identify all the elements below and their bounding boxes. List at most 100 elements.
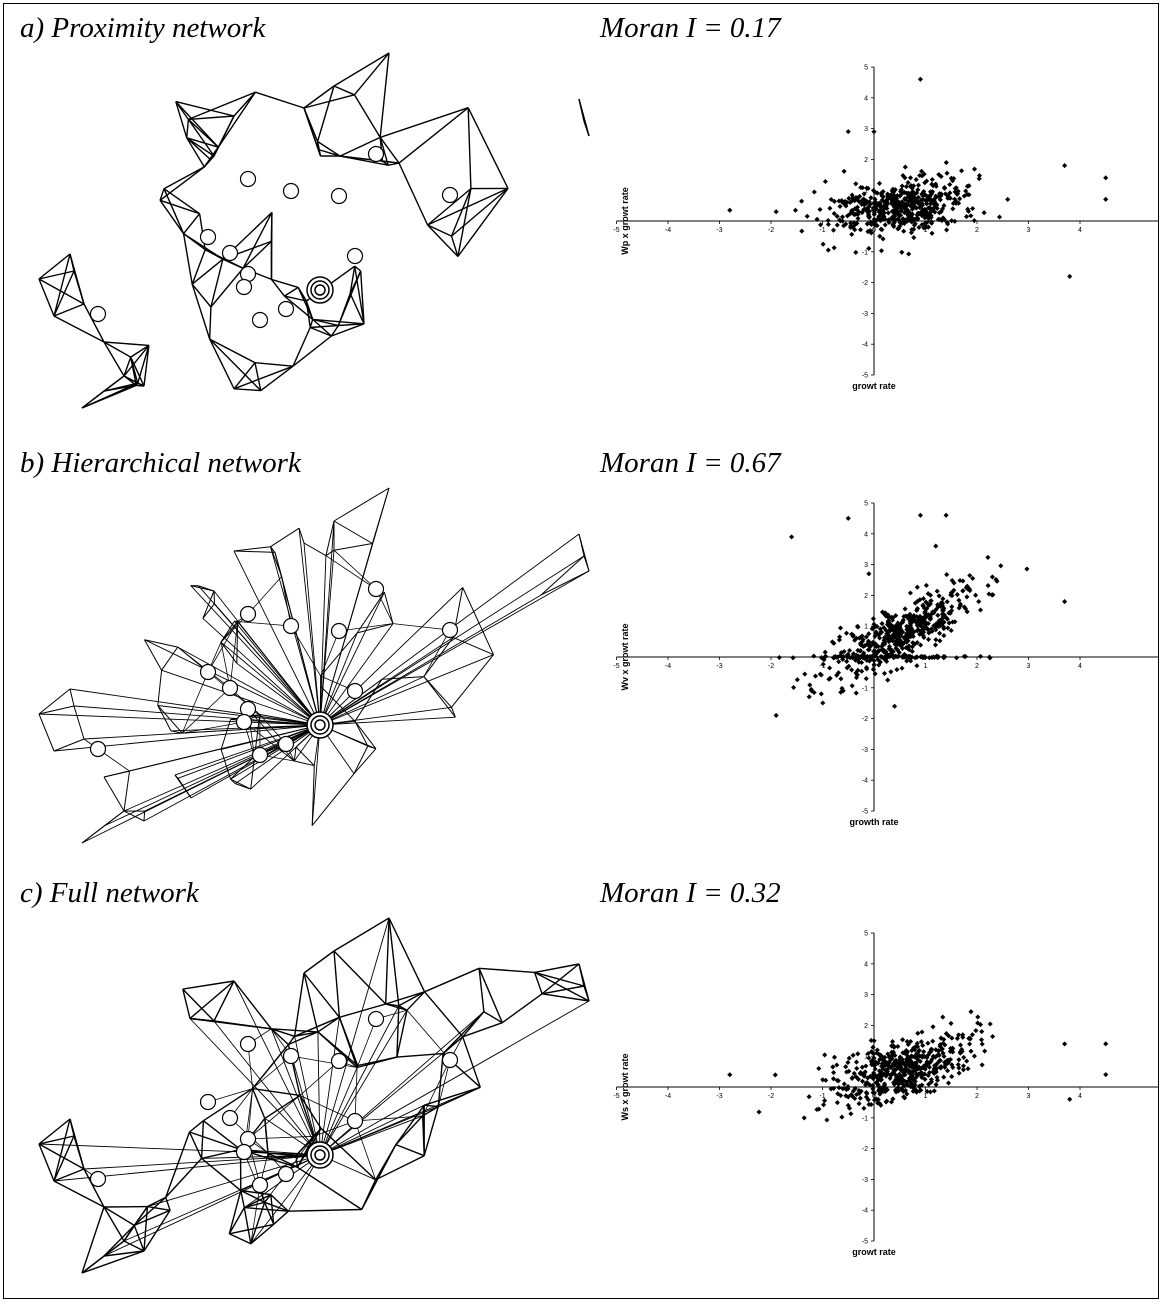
data-point bbox=[864, 653, 870, 659]
data-point bbox=[934, 205, 940, 211]
hub-edge bbox=[303, 542, 321, 726]
data-point bbox=[888, 669, 894, 675]
network-edge bbox=[174, 774, 192, 799]
network-edge bbox=[383, 592, 394, 624]
network-edge bbox=[144, 639, 178, 648]
network-edge bbox=[478, 968, 503, 1023]
data-point bbox=[896, 225, 902, 231]
data-point bbox=[960, 588, 966, 594]
network-edge bbox=[163, 188, 201, 215]
network-edge bbox=[186, 137, 205, 168]
network-edge bbox=[316, 85, 335, 142]
data-point bbox=[899, 665, 905, 671]
network-edge bbox=[182, 988, 191, 1019]
data-point bbox=[1024, 566, 1030, 572]
city-node bbox=[251, 1176, 269, 1194]
data-point bbox=[806, 1094, 812, 1100]
network-edge bbox=[339, 155, 389, 166]
network-edge bbox=[271, 1028, 295, 1037]
city-node bbox=[199, 228, 217, 246]
hub-edge bbox=[319, 1115, 423, 1156]
city-node bbox=[221, 1109, 239, 1127]
network-edge bbox=[183, 233, 206, 251]
network-edge bbox=[320, 686, 356, 722]
data-point bbox=[933, 543, 939, 549]
data-point bbox=[930, 197, 936, 203]
network-edge bbox=[244, 1201, 265, 1209]
hierarchical-network-map bbox=[38, 487, 590, 844]
network-edge bbox=[242, 240, 272, 269]
network-edge bbox=[379, 137, 389, 166]
data-point bbox=[944, 572, 950, 578]
network-edge bbox=[189, 980, 235, 1020]
data-point bbox=[871, 129, 877, 135]
y-tick-label: -4 bbox=[862, 342, 868, 349]
data-point bbox=[872, 671, 878, 677]
data-point bbox=[916, 224, 922, 230]
data-point bbox=[840, 1086, 846, 1092]
hub-edge bbox=[233, 550, 321, 726]
city-edge bbox=[392, 623, 451, 631]
city-edge bbox=[247, 1095, 301, 1140]
data-point bbox=[885, 217, 892, 223]
x-tick-label: 3 bbox=[1027, 1093, 1031, 1100]
data-point bbox=[921, 1049, 927, 1055]
city-node bbox=[235, 278, 253, 296]
data-point bbox=[861, 1105, 867, 1111]
network-edge bbox=[38, 713, 55, 752]
x-tick-label: -4 bbox=[665, 663, 671, 670]
data-point bbox=[817, 206, 823, 213]
network-edge bbox=[236, 621, 239, 664]
network-edge bbox=[533, 972, 543, 995]
network-edge bbox=[229, 1223, 274, 1235]
x-axis-label: growt rate bbox=[852, 381, 896, 391]
data-point bbox=[968, 1048, 974, 1054]
data-point bbox=[794, 677, 800, 683]
data-point bbox=[956, 1070, 962, 1076]
y-tick-label: -4 bbox=[862, 778, 868, 785]
data-point bbox=[925, 1040, 931, 1046]
network-edge bbox=[191, 258, 224, 285]
data-point bbox=[937, 1043, 943, 1049]
network-edge bbox=[159, 199, 185, 235]
data-point bbox=[944, 227, 950, 233]
network-edge bbox=[157, 670, 163, 706]
data-point bbox=[870, 1044, 876, 1050]
hub-edge bbox=[311, 724, 321, 826]
network-edge bbox=[317, 1016, 340, 1033]
network-edge bbox=[288, 1031, 319, 1046]
data-point bbox=[907, 590, 913, 596]
data-point bbox=[878, 190, 884, 196]
y-tick-label: -2 bbox=[862, 1146, 868, 1153]
network-edge bbox=[202, 1120, 241, 1151]
network-edge bbox=[103, 1224, 135, 1257]
x-tick-label: -5 bbox=[613, 227, 619, 234]
data-point bbox=[863, 676, 869, 682]
data-point bbox=[929, 230, 935, 236]
network-edge bbox=[69, 688, 75, 707]
data-point bbox=[831, 1054, 838, 1060]
data-point bbox=[929, 176, 935, 183]
data-point bbox=[880, 236, 886, 242]
data-point bbox=[857, 193, 863, 199]
data-point bbox=[979, 1041, 985, 1047]
data-point bbox=[968, 1009, 974, 1015]
data-point bbox=[837, 634, 843, 640]
data-point bbox=[960, 1032, 966, 1038]
data-point bbox=[930, 1038, 936, 1044]
network-edges bbox=[38, 487, 590, 844]
data-point bbox=[963, 214, 970, 220]
data-point bbox=[789, 534, 795, 540]
network-edge bbox=[123, 1206, 148, 1242]
network-edge bbox=[38, 1118, 71, 1145]
data-point bbox=[866, 245, 872, 251]
city-edge bbox=[252, 1055, 292, 1089]
data-point bbox=[823, 1077, 829, 1083]
x-tick-label: -2 bbox=[768, 1093, 774, 1100]
network-edge bbox=[264, 1201, 289, 1212]
data-point bbox=[892, 703, 898, 709]
network-edge bbox=[182, 233, 193, 285]
network-edge bbox=[123, 771, 130, 812]
network-edge bbox=[427, 187, 509, 226]
hub-edge bbox=[319, 623, 394, 726]
